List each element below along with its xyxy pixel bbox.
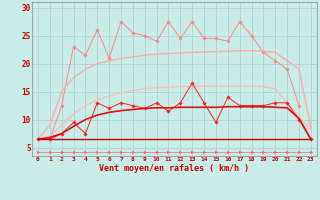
X-axis label: Vent moyen/en rafales ( km/h ): Vent moyen/en rafales ( km/h ) (100, 164, 249, 173)
